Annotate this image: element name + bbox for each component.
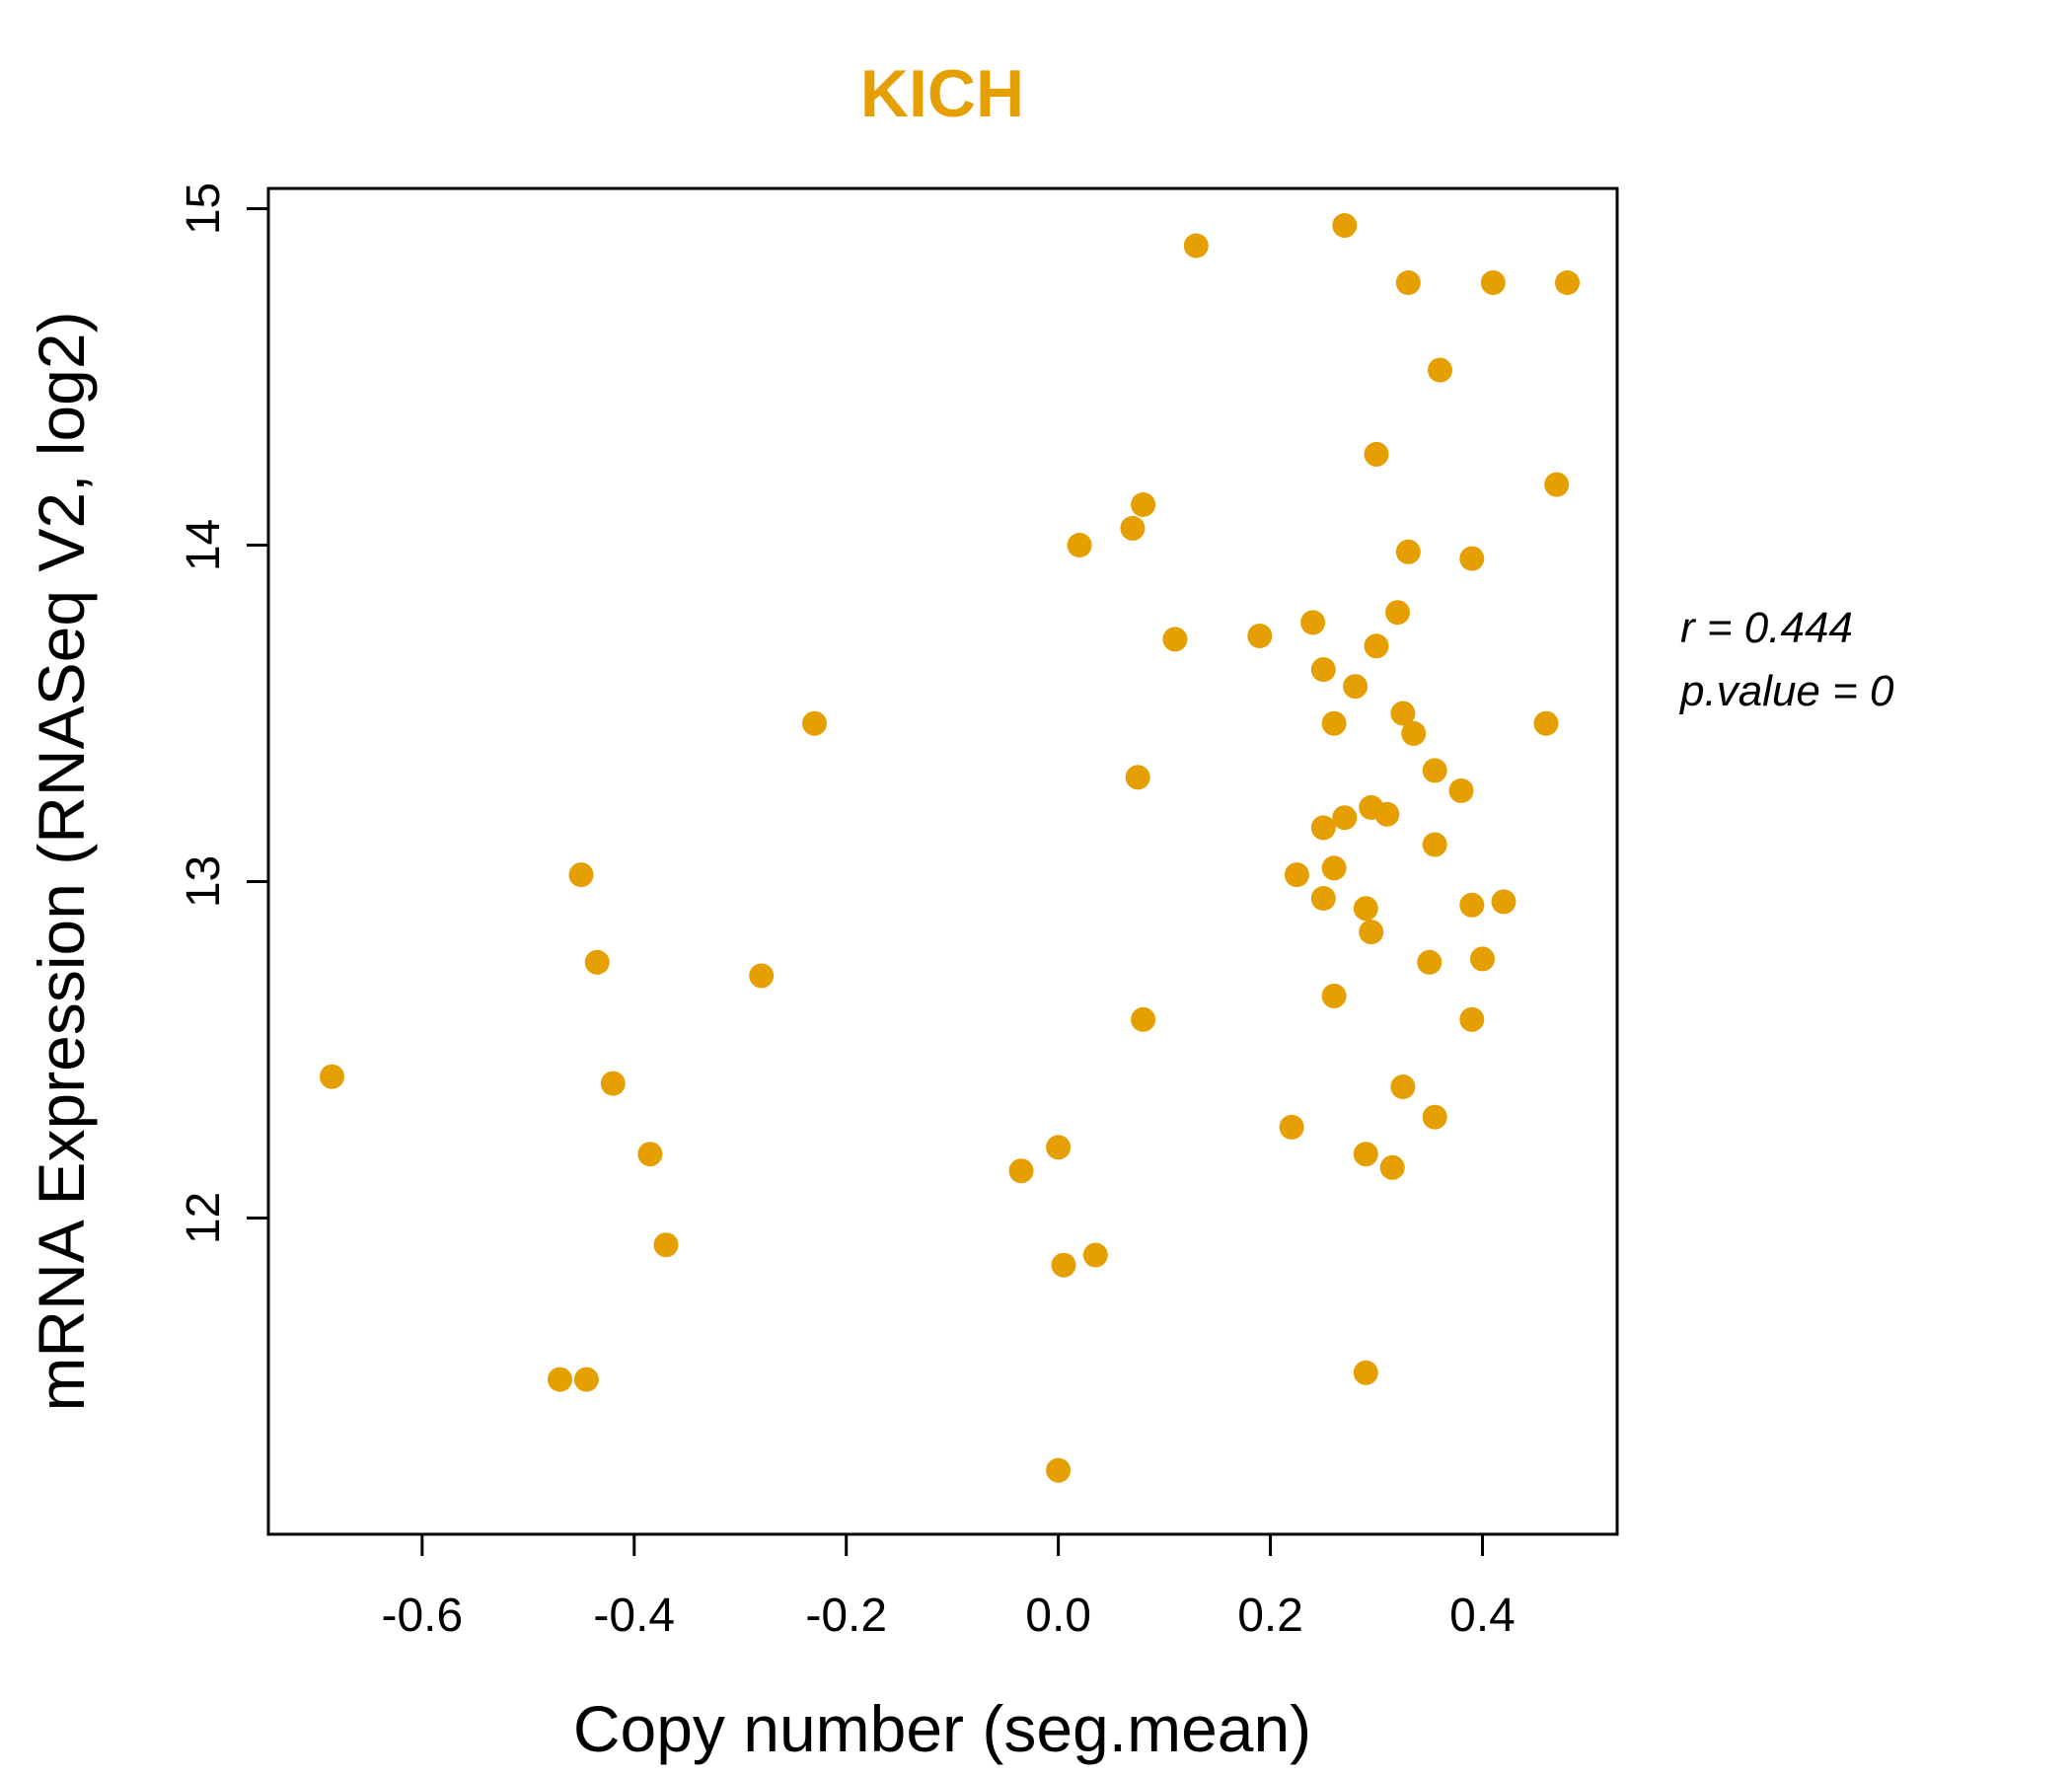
r-value-text: r = 0.444 bbox=[1680, 604, 1853, 652]
data-point bbox=[1555, 270, 1580, 295]
data-point bbox=[1279, 1114, 1304, 1140]
data-point bbox=[1310, 815, 1336, 841]
data-point bbox=[1353, 1142, 1378, 1167]
data-point bbox=[1353, 1360, 1378, 1385]
p-value-text: p.value = 0 bbox=[1680, 666, 1894, 715]
data-point bbox=[1162, 627, 1188, 652]
data-point bbox=[1459, 546, 1485, 571]
data-point bbox=[1310, 886, 1336, 911]
data-point bbox=[1183, 233, 1209, 259]
y-tick-label: 12 bbox=[178, 1192, 230, 1244]
data-point bbox=[1379, 1154, 1405, 1180]
data-point bbox=[1364, 441, 1389, 467]
data-point bbox=[1082, 1242, 1108, 1268]
data-point bbox=[584, 949, 610, 975]
data-point bbox=[1395, 539, 1421, 564]
data-point bbox=[573, 1367, 599, 1392]
data-point bbox=[802, 710, 827, 736]
data-point bbox=[1284, 862, 1309, 888]
x-axis-label: Copy number (seg.mean) bbox=[572, 1692, 1312, 1765]
x-tick-label: 0.0 bbox=[1025, 1590, 1091, 1642]
x-tick-label: -0.4 bbox=[593, 1590, 675, 1642]
data-point bbox=[1364, 633, 1389, 659]
data-point bbox=[320, 1064, 344, 1089]
data-point bbox=[1359, 920, 1384, 945]
data-point bbox=[1310, 657, 1336, 683]
data-point bbox=[1321, 983, 1347, 1008]
data-point bbox=[1422, 758, 1447, 783]
stats-annotation: r = 0.444 p.value = 0 bbox=[1680, 597, 1894, 723]
data-point bbox=[1428, 357, 1452, 383]
data-point bbox=[1544, 472, 1570, 497]
data-point bbox=[1390, 1074, 1416, 1099]
data-point bbox=[1131, 1006, 1156, 1032]
data-point bbox=[1046, 1135, 1072, 1160]
data-point bbox=[1067, 533, 1092, 557]
y-tick-label: 14 bbox=[178, 519, 230, 571]
data-point bbox=[1125, 765, 1150, 790]
data-point bbox=[749, 963, 775, 989]
x-tick-label: -0.2 bbox=[805, 1590, 887, 1642]
x-tick-label: 0.2 bbox=[1237, 1590, 1303, 1642]
plot-border bbox=[266, 186, 1619, 1536]
data-point bbox=[1390, 701, 1416, 726]
x-tick-label: 0.4 bbox=[1449, 1590, 1516, 1642]
data-point bbox=[1401, 720, 1427, 746]
data-point bbox=[1321, 855, 1347, 881]
data-point bbox=[653, 1232, 679, 1258]
data-point bbox=[1422, 1104, 1447, 1130]
data-point bbox=[1395, 270, 1421, 295]
data-point bbox=[1448, 777, 1474, 803]
data-point bbox=[1321, 710, 1347, 736]
data-point bbox=[1332, 805, 1358, 831]
y-tick-label: 13 bbox=[178, 855, 230, 908]
data-point bbox=[1470, 946, 1495, 972]
data-point bbox=[1491, 889, 1517, 915]
chart-title: KICH bbox=[859, 56, 1025, 131]
data-point bbox=[1353, 896, 1378, 922]
data-point bbox=[1374, 801, 1400, 827]
data-point bbox=[1051, 1252, 1076, 1278]
data-point bbox=[1422, 832, 1447, 857]
data-point bbox=[1343, 674, 1369, 700]
x-tick-label: -0.6 bbox=[381, 1590, 463, 1642]
data-point bbox=[1480, 270, 1506, 295]
data-point bbox=[1459, 892, 1485, 918]
data-point bbox=[637, 1142, 663, 1167]
data-point bbox=[1533, 710, 1559, 736]
data-point bbox=[1332, 213, 1358, 238]
data-point bbox=[568, 862, 594, 888]
data-point bbox=[1008, 1158, 1034, 1184]
data-point bbox=[1046, 1457, 1072, 1483]
data-point bbox=[1131, 492, 1156, 517]
y-tick-label: 15 bbox=[178, 183, 230, 235]
data-point bbox=[548, 1367, 572, 1392]
data-point bbox=[1120, 515, 1146, 541]
data-point bbox=[1417, 949, 1443, 975]
data-point bbox=[1300, 610, 1326, 635]
data-point bbox=[1247, 624, 1273, 648]
data-point bbox=[600, 1071, 626, 1096]
data-point bbox=[1459, 1006, 1485, 1032]
data-point bbox=[1385, 600, 1410, 626]
